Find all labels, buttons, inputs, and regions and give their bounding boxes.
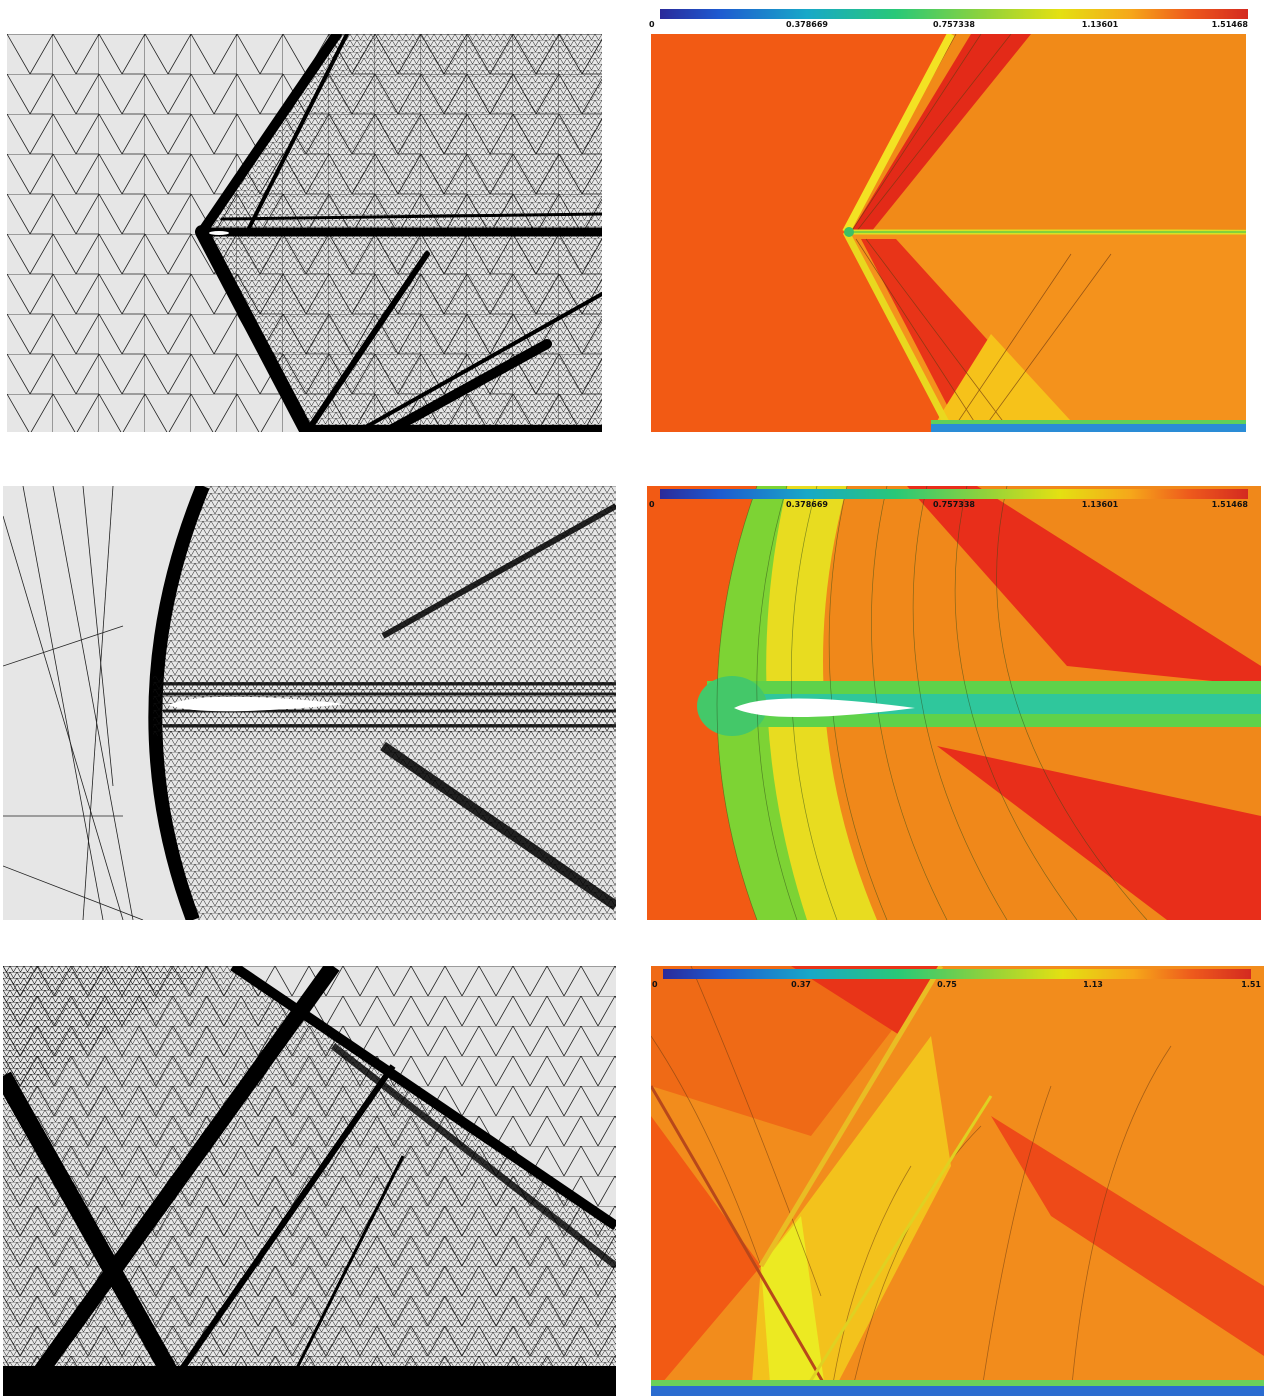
- colorbar-tick: 0: [649, 500, 655, 509]
- colorbar-tick: 1.51468: [1211, 20, 1248, 29]
- colorbar-tick: 1.13601: [1081, 20, 1119, 29]
- colorbar-tick: 0.378669: [785, 20, 829, 29]
- mesh-panel-3: [3, 966, 616, 1396]
- colorbar-1: 0 0.378669 0.757338 1.13601 1.51468: [649, 9, 1248, 31]
- colorbar-tick: 0.757338: [932, 20, 976, 29]
- colorbar-tick: 0.757338: [932, 500, 976, 509]
- field-image-3: [651, 966, 1264, 1396]
- colorbar-tick: 1.51: [1241, 980, 1261, 989]
- colorbar-tick: 0.37: [791, 980, 811, 989]
- mesh-panel-2: [3, 486, 616, 920]
- colorbar-3: 0 0.37 0.75 1.13 1.51: [652, 969, 1261, 991]
- colorbar-tick: 0.75: [937, 980, 957, 989]
- mesh-panel-1: [7, 34, 602, 432]
- colorbar-gradient: [663, 969, 1251, 979]
- field-image-2: [647, 486, 1261, 920]
- colorbar-tick: 1.51468: [1211, 500, 1248, 509]
- field-panel-1: [651, 34, 1246, 432]
- field-panel-2: [647, 486, 1261, 920]
- colorbar-tick: 1.13: [1083, 980, 1103, 989]
- colorbar-tick: 0: [649, 20, 655, 29]
- colorbar-gradient: [660, 489, 1248, 499]
- mesh-image-3: [3, 966, 616, 1396]
- colorbar-tick: 0: [652, 980, 658, 989]
- mesh-image-2: [3, 486, 616, 920]
- field-image-1: [651, 34, 1246, 432]
- colorbar-tick: 1.13601: [1081, 500, 1119, 509]
- colorbar-tick: 0.378669: [785, 500, 829, 509]
- colorbar-2: 0 0.378669 0.757338 1.13601 1.51468: [649, 489, 1248, 511]
- field-panel-3: [651, 966, 1264, 1396]
- colorbar-gradient: [660, 9, 1248, 19]
- mesh-image-1: [7, 34, 602, 432]
